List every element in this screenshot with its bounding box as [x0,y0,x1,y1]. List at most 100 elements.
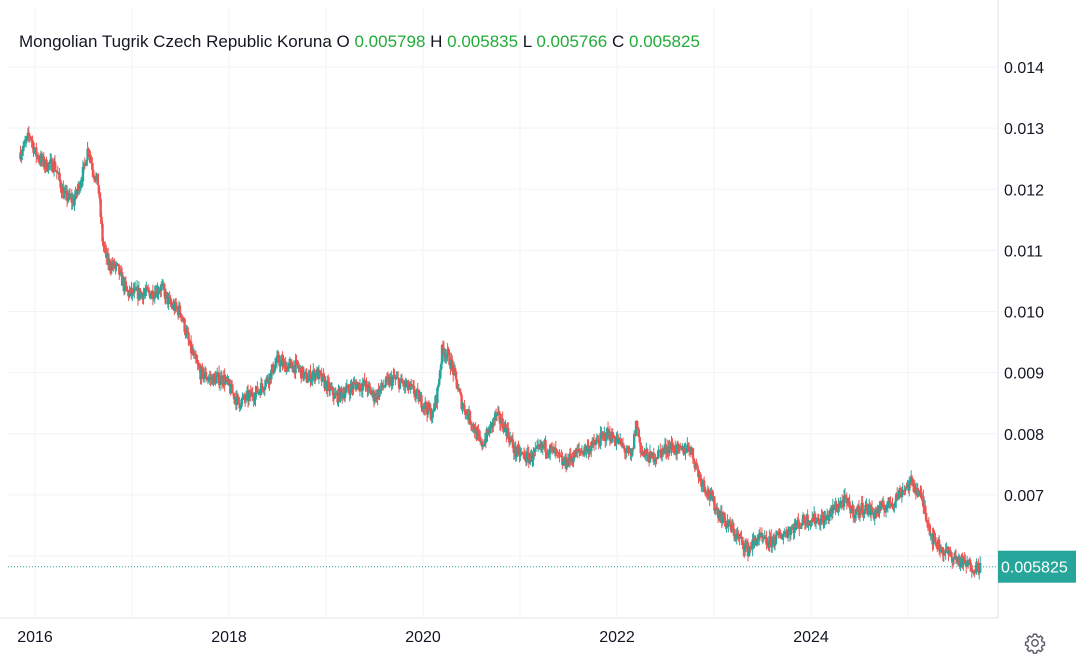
candle-body [379,388,382,390]
y-tick-label: 0.007 [1004,488,1044,505]
candle-body [143,293,146,295]
candle-body [696,465,699,470]
candle-body [862,513,865,515]
candle-body [916,487,919,497]
candle-body [78,185,82,191]
candle-body [781,537,784,540]
candle-body [600,432,603,435]
candle-body [162,284,166,290]
candle-body [256,386,259,394]
candle-body [886,502,890,507]
price-axis[interactable]: 0.014 0.013 0.012 0.011 0.010 0.009 0.008 0.007… [998,60,1076,583]
candle-body [974,571,977,573]
candle-body [789,529,793,535]
candle-body [240,399,243,408]
candle-body [307,376,310,381]
candle-body [665,452,669,454]
candle-body [818,524,821,526]
candle-body [32,142,35,153]
candle-body [68,193,72,198]
candle-body [302,373,306,379]
low-value: 0.005766 [536,32,608,51]
candle-body [550,447,554,449]
candle-body [152,297,156,299]
candle-body [566,459,570,467]
candle-body [971,570,974,574]
candle-body [735,533,738,539]
candle-body [373,399,377,402]
candle-body [941,547,945,556]
candle-body [596,439,599,441]
candle-body [702,480,706,487]
candle-body [139,292,142,298]
candle-body [504,423,507,428]
candle-body [592,441,596,445]
candle-body [263,386,267,390]
candle-body [694,464,697,469]
candle-body [888,497,891,502]
candle-body [169,298,172,305]
candle-body [922,496,925,507]
low-label: L [522,32,532,51]
candle-body [438,370,442,379]
candle-body [716,509,720,518]
candle-body [891,503,894,505]
candle-body [489,424,492,434]
candle-body [604,433,607,442]
candle-body [514,445,517,456]
candle-body [45,159,48,171]
candle-body [497,411,501,414]
candle-body [463,404,466,412]
candle-body [96,173,100,186]
gear-icon[interactable] [1024,632,1046,654]
candle-body [469,423,473,425]
candle-body [142,293,145,300]
candle-body [973,572,976,574]
candle-body [946,547,949,552]
candle-body [94,175,98,181]
x-tick-label: 2024 [793,629,829,646]
candle-body [575,449,578,457]
candle-body [590,440,594,447]
candle-body [786,530,790,538]
x-tick-label: 2022 [599,629,635,646]
candle-body [104,247,107,249]
candle-body [517,446,520,448]
candle-body [359,383,363,389]
candle-body [180,317,184,319]
candle-body [328,386,332,392]
candle-body [823,515,826,526]
candle-body [608,431,612,440]
candle-body [699,475,702,479]
candle-body [318,370,322,373]
chart-legend: Mongolian Tugrik Czech Republic Koruna O… [19,31,700,53]
candle-body [279,360,282,367]
time-axis[interactable]: 2016 2018 2020 2022 2024 [17,629,829,646]
candle-body [476,431,479,440]
candle-body [97,185,100,194]
candle-body [910,477,914,480]
candle-body [704,492,708,495]
candle-body [232,393,236,400]
candle-body [634,421,638,437]
candle-body [206,379,210,381]
candle-body [175,307,179,309]
candle-body [943,552,946,554]
candle-body [548,453,551,455]
candle-body [361,384,364,391]
candle-body [215,377,218,384]
candle-body [393,374,396,378]
candle-body [522,453,526,455]
candle-body [920,492,923,499]
candle-body [243,395,246,400]
candle-body [355,384,359,390]
candle-body [638,437,641,443]
candle-body [604,439,608,442]
candle-body [530,453,533,462]
candle-body [453,367,457,372]
candle-body [747,549,751,556]
candle-body [637,429,641,438]
candle-body [546,452,549,455]
